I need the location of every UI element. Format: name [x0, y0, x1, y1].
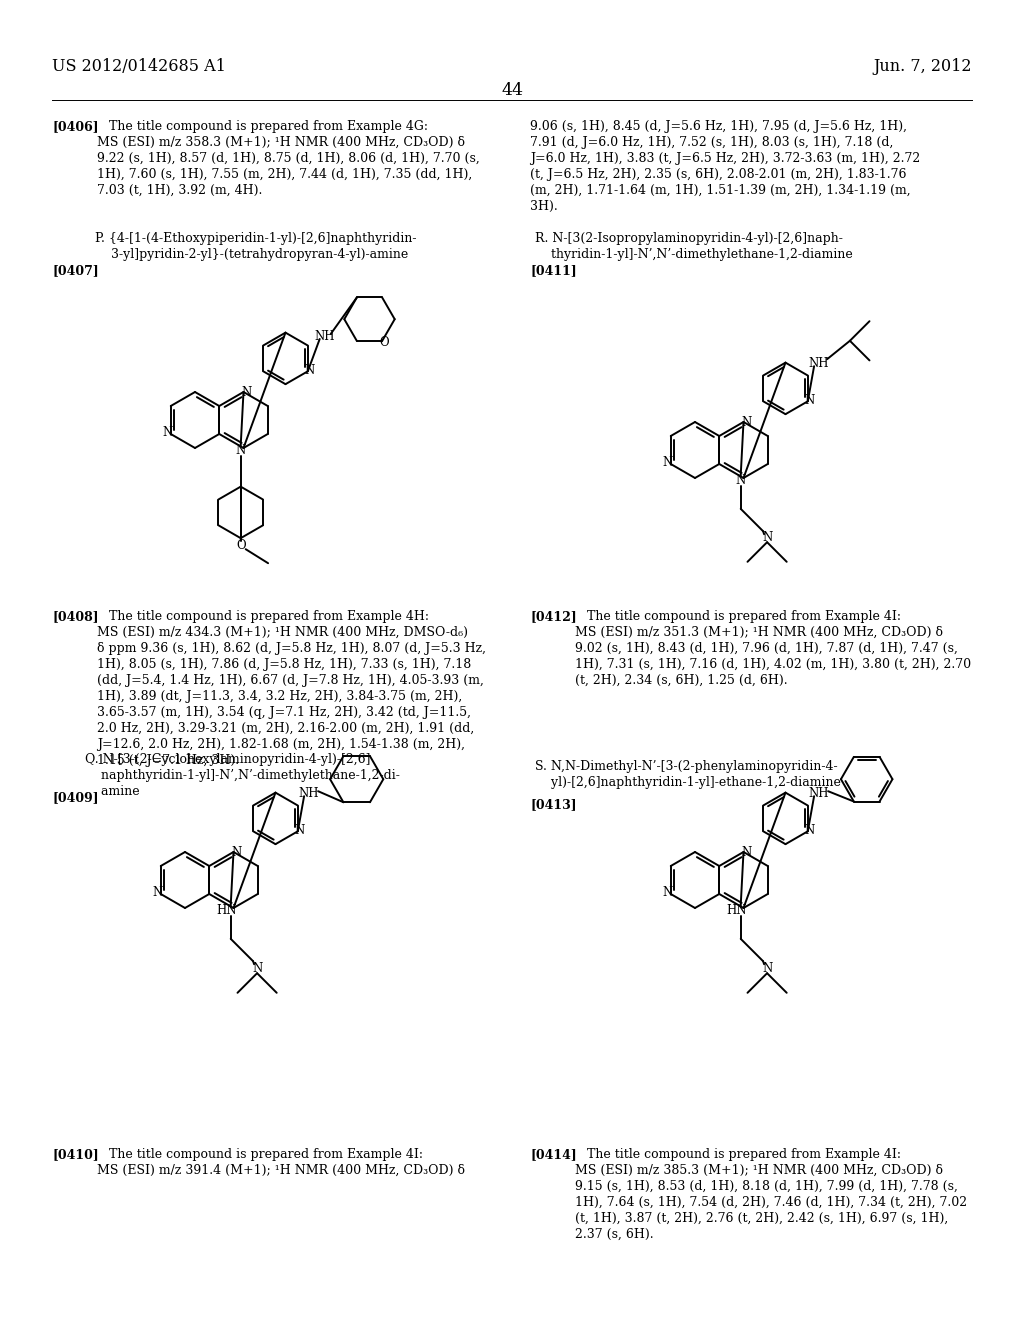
Text: [0414]: [0414] — [530, 1148, 577, 1162]
Text: [0410]: [0410] — [52, 1148, 98, 1162]
Text: [0408]: [0408] — [52, 610, 98, 623]
Text: HN: HN — [726, 904, 746, 917]
Text: NH: NH — [809, 787, 829, 800]
Text: The title compound is prepared from Example 4I:
MS (ESI) m/z 351.3 (M+1); ¹H NMR: The title compound is prepared from Exam… — [575, 610, 971, 686]
Text: N: N — [663, 887, 673, 899]
Text: N: N — [236, 445, 246, 457]
Text: Jun. 7, 2012: Jun. 7, 2012 — [873, 58, 972, 75]
Text: N: N — [231, 846, 242, 859]
Text: N: N — [163, 426, 173, 440]
Text: N: N — [762, 531, 772, 544]
Text: N: N — [295, 824, 305, 837]
Text: [0409]: [0409] — [52, 791, 98, 804]
Text: S. N,N-Dimethyl-N’-[3-(2-phenylaminopyridin-4-
    yl)-[2,6]naphthyridin-1-yl]-e: S. N,N-Dimethyl-N’-[3-(2-phenylaminopyri… — [535, 760, 841, 789]
Text: The title compound is prepared from Example 4G:
MS (ESI) m/z 358.3 (M+1); ¹H NMR: The title compound is prepared from Exam… — [97, 120, 480, 197]
Text: N: N — [242, 387, 252, 400]
Text: [0406]: [0406] — [52, 120, 98, 133]
Text: NH: NH — [809, 356, 829, 370]
Text: N: N — [762, 962, 772, 974]
Text: 9.06 (s, 1H), 8.45 (d, J=5.6 Hz, 1H), 7.95 (d, J=5.6 Hz, 1H),
7.91 (d, J=6.0 Hz,: 9.06 (s, 1H), 8.45 (d, J=5.6 Hz, 1H), 7.… — [530, 120, 921, 213]
Text: R. N-[3(2-Isopropylaminopyridin-4-yl)-[2,6]naph-
    thyridin-1-yl]-N’,N’-dimeth: R. N-[3(2-Isopropylaminopyridin-4-yl)-[2… — [535, 232, 853, 261]
Text: N: N — [805, 824, 815, 837]
Text: O: O — [379, 335, 389, 348]
Text: [0412]: [0412] — [530, 610, 577, 623]
Text: O: O — [236, 539, 246, 552]
Text: 44: 44 — [501, 82, 523, 99]
Text: N: N — [663, 457, 673, 470]
Text: HN: HN — [216, 904, 237, 917]
Text: [0411]: [0411] — [530, 264, 577, 277]
Text: The title compound is prepared from Example 4I:
MS (ESI) m/z 385.3 (M+1); ¹H NMR: The title compound is prepared from Exam… — [575, 1148, 967, 1241]
Text: N: N — [735, 474, 745, 487]
Text: The title compound is prepared from Example 4H:
MS (ESI) m/z 434.3 (M+1); ¹H NMR: The title compound is prepared from Exam… — [97, 610, 486, 767]
Text: N: N — [741, 417, 752, 429]
Text: P. {4-[1-(4-Ethoxypiperidin-1-yl)-[2,6]naphthyridin-
    3-yl]pyridin-2-yl}-(tet: P. {4-[1-(4-Ethoxypiperidin-1-yl)-[2,6]n… — [95, 232, 417, 261]
Text: N: N — [741, 846, 752, 859]
Text: N: N — [252, 962, 262, 974]
Text: NH: NH — [299, 787, 319, 800]
Text: [0407]: [0407] — [52, 264, 98, 277]
Text: N: N — [805, 393, 815, 407]
Text: Q. N-[3-(2-Cyclohexylaminopyridin-4-yl)-[2,6]
    naphthyridin-1-yl]-N’,N’-dimet: Q. N-[3-(2-Cyclohexylaminopyridin-4-yl)-… — [85, 752, 400, 799]
Text: NH: NH — [314, 330, 335, 342]
Text: US 2012/0142685 A1: US 2012/0142685 A1 — [52, 58, 226, 75]
Text: The title compound is prepared from Example 4I:
MS (ESI) m/z 391.4 (M+1); ¹H NMR: The title compound is prepared from Exam… — [97, 1148, 465, 1177]
Text: [0413]: [0413] — [530, 799, 577, 810]
Text: N: N — [305, 364, 315, 376]
Text: N: N — [153, 887, 163, 899]
